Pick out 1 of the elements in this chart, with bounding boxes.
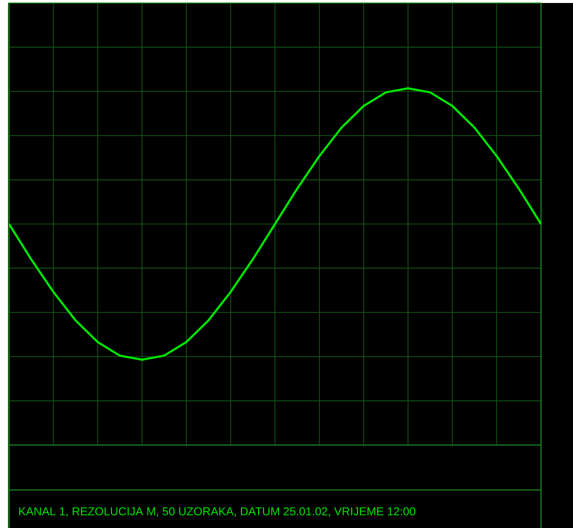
text: KANAL 1, REZOLUCIJA M, 50 UZORAKA, DATUM 25.01.02, VRIJEME 12:00 — [19, 507, 416, 517]
